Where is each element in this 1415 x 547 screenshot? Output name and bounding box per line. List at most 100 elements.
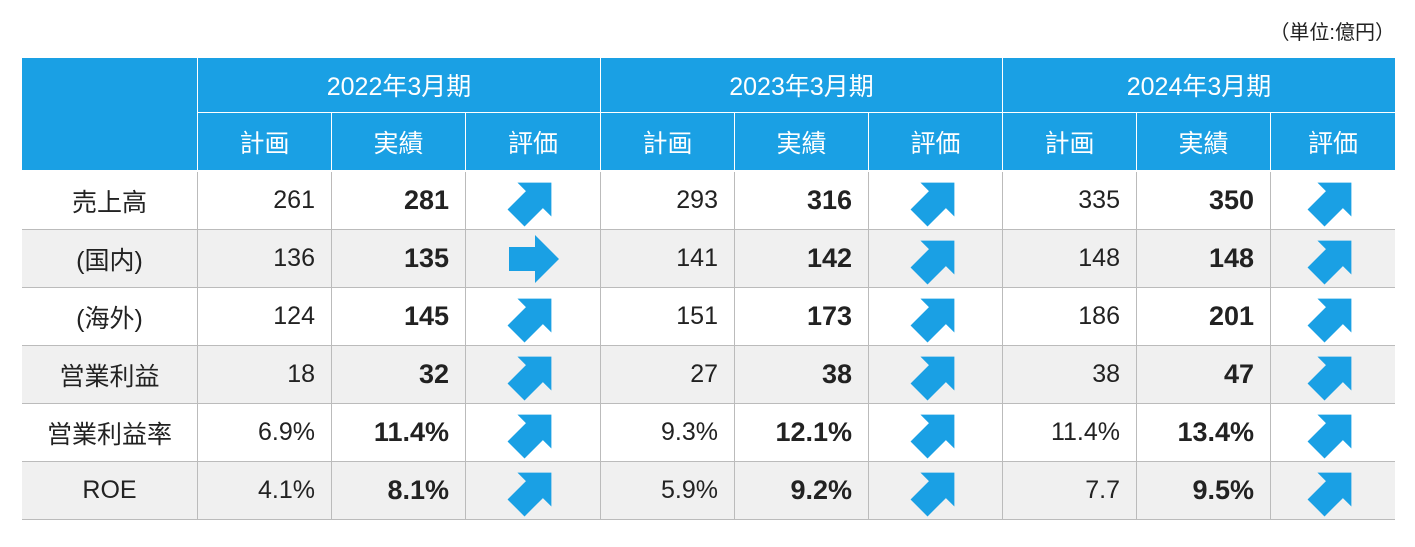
plan-value: 136 [197,230,331,288]
arrow-shape [507,472,552,516]
actual-value: 173 [734,288,868,346]
actual-value: 47 [1136,346,1270,404]
plan-value: 186 [1002,288,1136,346]
sub-header: 計画 [197,113,331,170]
evaluation [465,404,600,462]
evaluation [1270,346,1395,404]
evaluation-arrow [1307,472,1352,516]
row-label: (国内) [22,230,197,288]
year-header: 2024年3月期 [1002,58,1395,113]
arrow-shape [910,472,954,516]
evaluation-arrow [910,240,954,284]
arrow-shape [1307,472,1352,516]
row-label: ROE [22,462,197,520]
evaluation-arrow [1307,298,1352,342]
sub-header: 計画 [1002,113,1136,170]
sub-header: 評価 [465,113,600,170]
arrow-shape [910,240,954,284]
arrow-shape [507,298,552,342]
year-header: 2022年3月期 [197,58,600,113]
arrow-shape [1307,414,1352,458]
arrow-shape [910,414,954,458]
actual-value: 8.1% [331,462,465,520]
plan-value: 141 [600,230,734,288]
plan-value: 9.3% [600,404,734,462]
year-header: 2023年3月期 [600,58,1002,113]
actual-value: 9.5% [1136,462,1270,520]
evaluation [1270,288,1395,346]
arrow-shape [910,356,954,400]
plan-value: 293 [600,172,734,230]
evaluation [465,288,600,346]
arrow-shape [1307,182,1352,226]
actual-value: 148 [1136,230,1270,288]
actual-value: 11.4% [331,404,465,462]
plan-value: 148 [1002,230,1136,288]
evaluation-arrow [1307,240,1352,284]
evaluation [465,230,600,288]
evaluation-arrow [507,298,552,342]
actual-value: 9.2% [734,462,868,520]
sub-header: 評価 [868,113,1002,170]
actual-value: 13.4% [1136,404,1270,462]
arrow-shape [1307,240,1352,284]
evaluation [868,404,1002,462]
evaluation-arrow [910,182,954,226]
arrow-shape [507,356,552,400]
evaluation [868,230,1002,288]
sub-header: 計画 [600,113,734,170]
unit-note: （単位:億円） [1269,22,1395,44]
plan-value: 6.9% [197,404,331,462]
evaluation [1270,462,1395,520]
row-label: 売上高 [22,172,197,230]
header-corner [22,58,197,170]
evaluation [465,462,600,520]
plan-value: 7.7 [1002,462,1136,520]
arrow-shape [1307,356,1352,400]
evaluation-arrow [507,414,552,458]
arrow-shape [910,182,954,226]
sub-header: 実績 [1136,113,1270,170]
evaluation-arrow [910,472,954,516]
actual-value: 281 [331,172,465,230]
plan-value: 18 [197,346,331,404]
evaluation [1270,172,1395,230]
plan-value: 38 [1002,346,1136,404]
arrow-shape [910,298,954,342]
evaluation [868,288,1002,346]
plan-value: 27 [600,346,734,404]
actual-value: 32 [331,346,465,404]
plan-value: 151 [600,288,734,346]
evaluation-arrow [910,414,954,458]
actual-value: 12.1% [734,404,868,462]
evaluation-arrow [1307,414,1352,458]
row-label: 営業利益率 [22,404,197,462]
evaluation [868,462,1002,520]
plan-value: 261 [197,172,331,230]
evaluation [465,172,600,230]
plan-value: 335 [1002,172,1136,230]
evaluation-arrow [1307,182,1352,226]
evaluation [1270,404,1395,462]
actual-value: 142 [734,230,868,288]
arrow-shape [509,234,559,283]
actual-value: 135 [331,230,465,288]
actual-value: 316 [734,172,868,230]
arrow-shape [507,414,552,458]
evaluation-arrow [910,356,954,400]
evaluation [868,172,1002,230]
evaluation-arrow [507,182,552,226]
actual-value: 201 [1136,288,1270,346]
plan-value: 11.4% [1002,404,1136,462]
arrow-shape [507,182,552,226]
evaluation-arrow [1307,356,1352,400]
evaluation [1270,230,1395,288]
plan-value: 5.9% [600,462,734,520]
plan-value: 4.1% [197,462,331,520]
arrow-shape [1307,298,1352,342]
evaluation-arrow [910,298,954,342]
sub-header: 実績 [331,113,465,170]
evaluation [868,346,1002,404]
sub-header: 評価 [1270,113,1395,170]
